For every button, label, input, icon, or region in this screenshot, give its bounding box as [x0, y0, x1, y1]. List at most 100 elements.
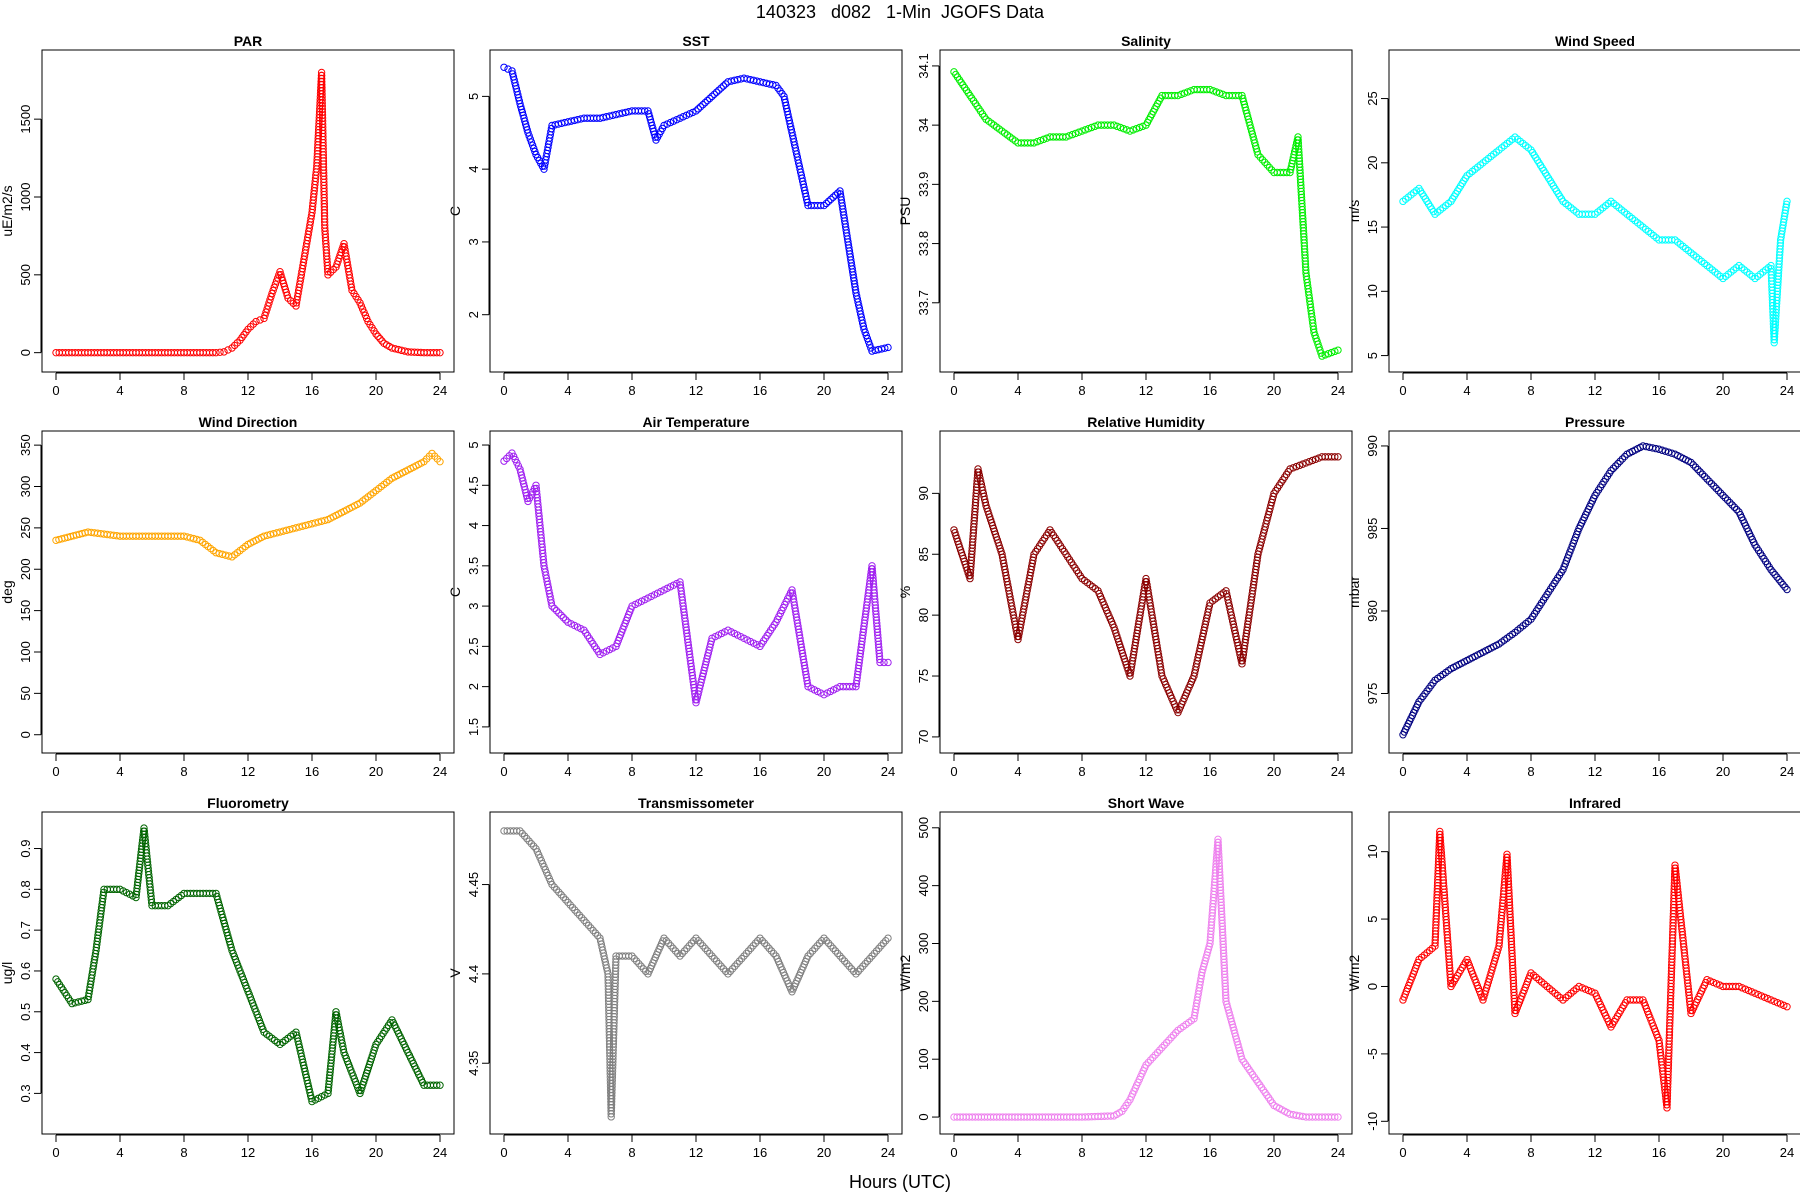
- y-axis-label: ug/l: [0, 962, 15, 985]
- trace-point: [141, 532, 150, 540]
- trace-point: [514, 94, 523, 102]
- trace-point: [1327, 1113, 1336, 1121]
- x-tick-label: 4: [564, 383, 571, 398]
- trace-point: [808, 947, 817, 955]
- trace-point: [689, 108, 697, 117]
- y-tick-label: 4.35: [466, 1051, 481, 1076]
- series-air-temperature: [500, 449, 892, 707]
- series-relative-humidity: [950, 453, 1342, 717]
- trace-point: [1557, 195, 1566, 203]
- x-tick-label: 0: [1399, 383, 1406, 398]
- trace-point: [882, 937, 890, 945]
- trace-point: [1252, 145, 1261, 153]
- trace-point: [1060, 547, 1068, 556]
- trace-point: [1212, 88, 1221, 96]
- panel-title: Fluorometry: [207, 795, 289, 811]
- y-axis-label: V: [447, 968, 463, 978]
- trace-point: [1023, 139, 1032, 147]
- trace-point: [594, 648, 602, 656]
- trace-point: [1209, 87, 1217, 95]
- y-tick-label: 33.7: [916, 290, 931, 315]
- x-tick-label: 4: [1463, 764, 1470, 779]
- trace-point: [518, 829, 526, 838]
- trace-point: [683, 944, 691, 953]
- y-tick-label: 5: [1365, 915, 1380, 922]
- series-pressure: [1399, 442, 1791, 739]
- panel-title: SST: [682, 33, 710, 49]
- y-tick-label: 985: [1365, 518, 1380, 540]
- trace-point: [557, 891, 565, 899]
- trace-point: [822, 937, 830, 945]
- trace-point: [1684, 457, 1693, 465]
- plot-frame: [939, 49, 1353, 373]
- trace-point: [980, 112, 988, 121]
- trace-point: [1219, 589, 1228, 597]
- trace-point: [1717, 489, 1725, 497]
- trace-point: [627, 605, 635, 613]
- trace-point: [1228, 1020, 1237, 1029]
- y-tick-label: 70: [916, 730, 931, 744]
- trace-point: [717, 84, 725, 92]
- trace-point: [1116, 123, 1125, 132]
- trace-point: [1684, 246, 1693, 255]
- trace-point: [1694, 465, 1702, 474]
- y-tick-label: 1.5: [466, 718, 481, 736]
- trace-point: [1268, 1099, 1276, 1107]
- trace-point: [669, 944, 677, 953]
- trace-point: [758, 937, 766, 945]
- data-point: [884, 658, 892, 667]
- x-tick-label: 16: [1652, 764, 1666, 779]
- y-tick-label: 0.4: [18, 1044, 33, 1062]
- y-axis: 0.3 0.4 0.5 0.6 0.7 0.8 0.9: [18, 839, 42, 1102]
- trace-point: [1169, 1031, 1178, 1039]
- y-axis: 2 3 4 5: [466, 93, 490, 318]
- series-wind-direction: [52, 449, 444, 561]
- trace-point: [109, 885, 118, 894]
- data-point: [676, 952, 684, 960]
- trace-point: [1033, 138, 1041, 146]
- trace-point: [425, 452, 434, 460]
- y-axis: 0 50 100 150 200 250 300 350: [18, 434, 42, 738]
- x-tick-label: 0: [500, 383, 507, 398]
- y-axis-label: mbar: [1346, 576, 1362, 608]
- panel-wind-speed: Wind Speed 0 4 8 12 16 20 24 5 10 15 20 25 m/s: [1346, 33, 1800, 398]
- trace-point: [786, 123, 795, 131]
- x-tick-label: 24: [433, 764, 447, 779]
- trace-point: [417, 459, 426, 467]
- trace-point: [552, 606, 561, 615]
- trace-point: [770, 621, 778, 629]
- trace-point: [246, 323, 255, 331]
- trace-point: [1701, 978, 1710, 987]
- trace-point: [1620, 208, 1629, 216]
- trace-point: [851, 283, 859, 291]
- trace-point: [362, 314, 371, 323]
- trace-point: [1292, 462, 1301, 471]
- x-tick-label: 8: [1078, 383, 1085, 398]
- trace-point: [605, 112, 614, 120]
- x-tick-label: 8: [1078, 764, 1085, 779]
- trace-point: [824, 939, 833, 947]
- trace-point: [1008, 1113, 1016, 1121]
- y-axis-label: W/m2: [897, 955, 913, 992]
- trace-point: [747, 944, 755, 953]
- trace-point: [66, 997, 74, 1005]
- trace-point: [1721, 494, 1729, 502]
- trace-point: [1476, 161, 1485, 169]
- panel-title: Transmissometer: [638, 795, 754, 811]
- x-tick-label: 8: [180, 1145, 187, 1160]
- trace-point: [413, 348, 422, 357]
- trace-point: [673, 579, 681, 588]
- trace-point: [696, 939, 705, 947]
- trace-point: [875, 944, 883, 953]
- trace-point: [562, 616, 570, 624]
- trace-point: [1162, 1038, 1171, 1047]
- trace-point: [870, 949, 878, 958]
- trace-point: [1252, 1076, 1260, 1084]
- trace-point: [1461, 174, 1470, 182]
- x-tick-label: 12: [1588, 1145, 1602, 1160]
- trace-point: [1782, 203, 1790, 211]
- trace-point: [1508, 135, 1517, 143]
- plot-frame: [41, 49, 455, 373]
- panel-title: Relative Humidity: [1087, 414, 1205, 430]
- plot-frame: [939, 430, 1353, 754]
